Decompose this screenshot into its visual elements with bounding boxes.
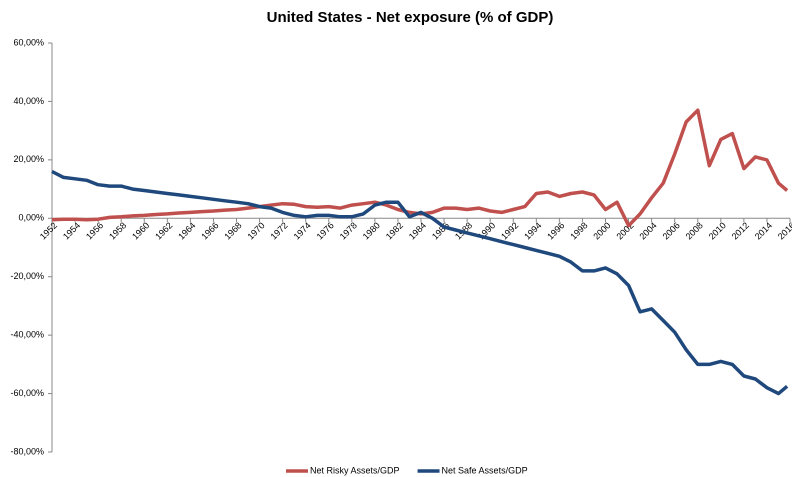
- x-tick-label: 1966: [199, 220, 220, 241]
- x-tick-label: 1952: [38, 220, 59, 241]
- x-tick-label: 1980: [361, 220, 382, 241]
- x-tick-label: 1974: [292, 220, 313, 241]
- x-tick-label: 1954: [61, 220, 82, 241]
- x-tick-label: 1970: [245, 220, 266, 241]
- x-tick-label: 1962: [153, 220, 174, 241]
- x-tick-label: 2004: [637, 220, 658, 241]
- x-tick-label: 1972: [268, 220, 289, 241]
- series-line: [51, 169, 789, 396]
- x-tick-label: 2006: [661, 220, 682, 241]
- x-tick-label: 1964: [176, 220, 197, 241]
- y-tick-label: -80,00%: [10, 446, 44, 456]
- x-tick-label: 2016: [776, 220, 792, 241]
- y-tick-label: -20,00%: [10, 271, 44, 281]
- x-tick-label: 2008: [684, 220, 705, 241]
- legend-label: Net Safe Assets/GDP: [442, 465, 528, 475]
- x-tick-label: 2014: [753, 220, 774, 241]
- y-tick-label: 0,00%: [18, 213, 44, 223]
- x-tick-label: 1960: [130, 220, 151, 241]
- y-tick-label: -40,00%: [10, 330, 44, 340]
- x-tick-label: 1978: [338, 220, 359, 241]
- x-tick-label: 1976: [315, 220, 336, 241]
- y-tick-label: 40,00%: [13, 96, 44, 106]
- x-tick-label: 1984: [407, 220, 428, 241]
- x-tick-label: 1998: [568, 220, 589, 241]
- x-tick-label: 1992: [499, 220, 520, 241]
- x-tick-label: 1994: [522, 220, 543, 241]
- x-tick-label: 2012: [730, 220, 751, 241]
- y-tick-label: 60,00%: [13, 37, 44, 47]
- y-tick-label: 20,00%: [13, 154, 44, 164]
- y-tick-label: -60,00%: [10, 388, 44, 398]
- x-tick-label: 2010: [707, 220, 728, 241]
- x-tick-label: 1956: [84, 220, 105, 241]
- x-tick-label: 1982: [384, 220, 405, 241]
- x-tick-label: 1968: [222, 220, 243, 241]
- x-tick-label: 1996: [545, 220, 566, 241]
- legend-label: Net Risky Assets/GDP: [310, 465, 400, 475]
- x-tick-label: 1958: [107, 220, 128, 241]
- chart-title: United States - Net exposure (% of GDP): [267, 9, 554, 26]
- series-line: [51, 108, 789, 228]
- x-tick-label: 2000: [591, 220, 612, 241]
